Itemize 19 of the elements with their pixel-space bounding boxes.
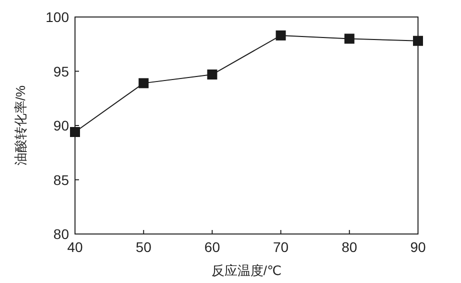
y-tick-label: 95 (53, 63, 70, 80)
y-axis-title: 油酸转化率/% (13, 84, 28, 166)
x-tick-label: 90 (410, 239, 426, 255)
point (413, 36, 423, 46)
point (344, 34, 354, 44)
x-axis-title: 反应温度/℃ (211, 263, 282, 278)
point (70, 127, 80, 138)
x-tick-label: 60 (204, 239, 220, 255)
x-tick-label: 70 (273, 239, 289, 255)
point (138, 78, 149, 88)
y-tick-label: 100 (46, 9, 70, 25)
x-tick-label: 80 (342, 239, 358, 255)
x-tick-label: 40 (67, 239, 83, 255)
y-tick-label: 90 (53, 118, 70, 134)
x-tick-label: 50 (136, 239, 152, 255)
point (276, 30, 286, 40)
point (207, 70, 218, 80)
y-tick-label: 85 (53, 172, 70, 188)
y-tick-label: 80 (53, 226, 70, 242)
